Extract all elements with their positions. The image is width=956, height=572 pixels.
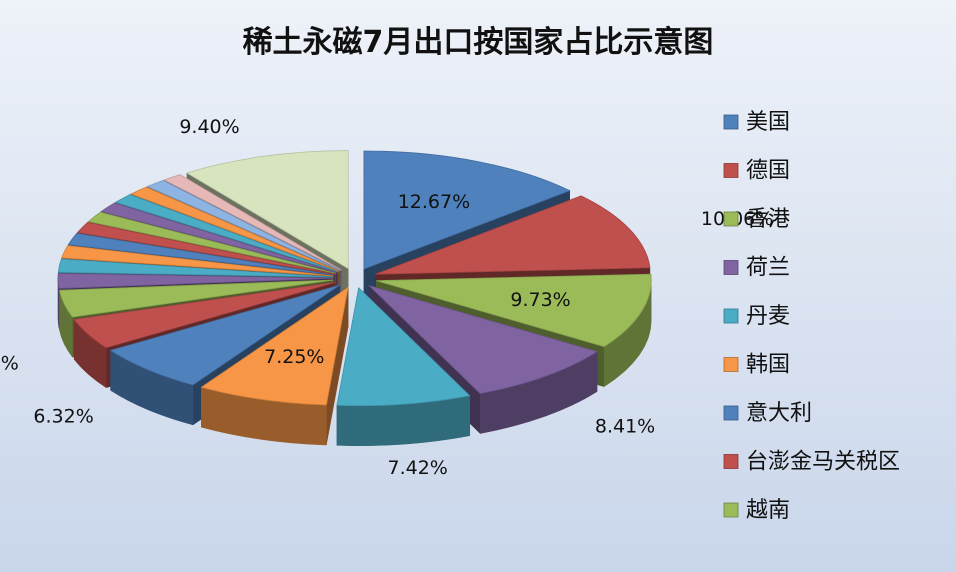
legend-swatch-9 [723, 502, 739, 518]
data-label-8: 4.00% [0, 353, 19, 375]
legend-swatch-2 [723, 163, 739, 178]
legend-label-8: 台澎金马关税区 [746, 450, 900, 475]
data-label-21: 9.40% [179, 116, 239, 138]
pie-slice-5 [336, 286, 471, 446]
legend-swatch-5 [723, 308, 739, 324]
data-label-1: 12.67% [398, 191, 470, 213]
legend-swatch-4 [723, 260, 739, 275]
legend-swatch-1 [723, 114, 739, 130]
legend-swatch-3 [723, 211, 739, 227]
legend-swatch-8 [723, 454, 739, 469]
data-label-3: 9.73% [510, 289, 570, 311]
data-label-7: 6.32% [33, 406, 93, 428]
legend-label-3: 香港 [746, 207, 790, 232]
legend-swatch-7 [723, 405, 739, 421]
legend-label-5: 丹麦 [746, 304, 790, 329]
legend-label-1: 美国 [746, 110, 790, 135]
legend-label-7: 意大利 [746, 401, 812, 426]
legend-label-4: 荷兰 [746, 256, 790, 281]
data-label-5: 7.42% [388, 457, 448, 479]
data-label-6: 7.25% [264, 346, 324, 368]
data-label-4: 8.41% [595, 415, 655, 437]
legend-label-6: 韩国 [746, 353, 790, 378]
pie-slice-6 [200, 286, 349, 446]
legend-swatch-6 [723, 357, 739, 372]
legend-label-9: 越南 [746, 498, 790, 523]
chart-title: 稀土永磁7月出口按国家占比示意图 [243, 25, 714, 60]
legend-label-2: 德国 [746, 159, 790, 184]
